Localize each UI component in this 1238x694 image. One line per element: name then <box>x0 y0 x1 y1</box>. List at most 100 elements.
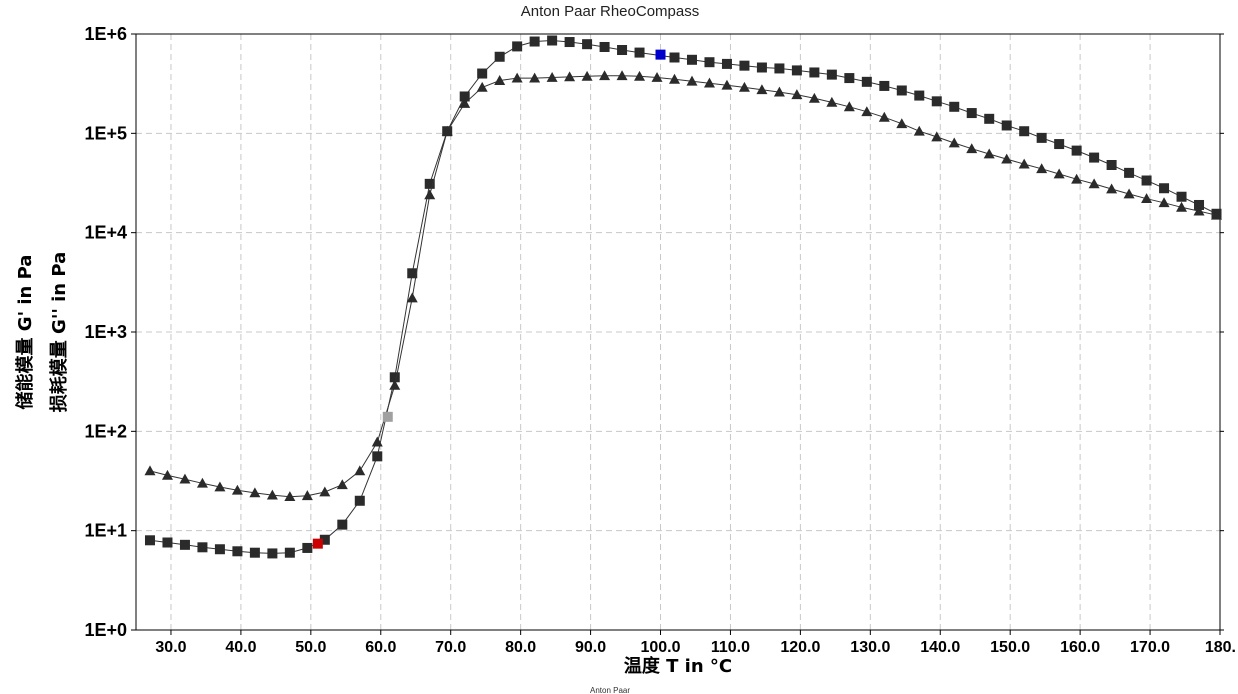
data-point-triangle <box>721 79 733 90</box>
data-point-square <box>1019 126 1030 137</box>
y-tick-label: 1E+4 <box>84 223 127 243</box>
data-point-square <box>1176 191 1187 202</box>
data-point-triangle <box>546 71 558 82</box>
x-tick-label: 180. <box>1205 639 1236 656</box>
y-axis-label-primary: 储能模量 G' in Pa <box>14 255 36 411</box>
data-point-square <box>686 54 697 65</box>
data-point-triangle <box>319 486 331 497</box>
data-point-triangle <box>564 71 576 82</box>
data-point-triangle <box>703 77 715 88</box>
x-tick-label: 60.0 <box>365 639 396 656</box>
y-tick-label: 1E+3 <box>84 322 127 342</box>
series-1 <box>144 70 1223 502</box>
x-tick-label: 140.0 <box>920 639 960 656</box>
data-point-triangle <box>1018 158 1030 169</box>
data-point-triangle <box>336 479 348 490</box>
data-point-square <box>966 108 977 119</box>
data-point-triangle <box>179 473 191 484</box>
data-point-square <box>1106 159 1117 170</box>
data-point-square <box>459 91 470 102</box>
data-point-triangle <box>459 97 471 108</box>
chart-title: Anton Paar RheoCompass <box>521 3 699 20</box>
data-point-triangle <box>756 84 768 95</box>
x-tick-label: 170.0 <box>1130 639 1170 656</box>
data-point-square <box>529 36 540 47</box>
data-point-square <box>1001 120 1012 131</box>
data-point-triangle <box>651 71 663 82</box>
data-point-triangle <box>511 72 523 83</box>
data-point-square <box>337 519 348 530</box>
x-tick-label: 40.0 <box>225 639 256 656</box>
x-axis-ticks: 30.0 40.0 50.0 60.0 70.0 80.0 90.0 100.0 110.0 12… <box>155 630 1236 656</box>
data-point-square <box>564 37 575 48</box>
data-point-square <box>826 69 837 80</box>
data-point-square <box>1071 145 1082 156</box>
y-tick-label: 1E+2 <box>84 421 127 441</box>
data-point-triangle <box>1053 168 1065 179</box>
data-point-triangle <box>214 481 226 492</box>
data-point-triangle <box>1001 153 1013 164</box>
data-point-square <box>302 542 313 553</box>
data-point-square <box>144 535 155 546</box>
data-point-square <box>1089 152 1100 163</box>
data-point-triangle <box>896 118 908 129</box>
data-point-square <box>249 547 260 558</box>
data-point-square <box>267 548 278 559</box>
y-tick-label: 1E+0 <box>84 620 127 640</box>
data-point-square <box>1124 167 1135 178</box>
data-point-square <box>861 76 872 87</box>
data-point-square <box>617 45 628 56</box>
data-point-triangle <box>1123 188 1135 199</box>
y-tick-label: 1E+6 <box>84 24 127 44</box>
data-point-triangle <box>1141 193 1153 204</box>
data-point-triangle <box>1036 163 1048 174</box>
data-point-triangle <box>669 73 681 84</box>
series-2 <box>312 538 323 549</box>
series-line <box>149 75 1217 498</box>
data-point-triangle <box>581 70 593 81</box>
x-tick-label: 30.0 <box>155 639 186 656</box>
data-point-square <box>512 41 523 52</box>
data-point-triangle <box>1158 197 1170 208</box>
data-point-triangle <box>808 92 820 103</box>
data-point-square <box>477 68 488 79</box>
data-point-square <box>162 537 173 548</box>
data-point-square <box>424 178 435 189</box>
data-point-square <box>669 52 680 63</box>
data-point-square <box>179 539 190 550</box>
x-tick-label: 70.0 <box>435 639 466 656</box>
data-point-square <box>949 101 960 112</box>
data-point-square <box>354 495 365 506</box>
data-point-square <box>214 544 225 555</box>
data-point-square <box>312 538 323 549</box>
x-tick-label: 90.0 <box>575 639 606 656</box>
data-point-triangle <box>983 148 995 159</box>
x-tick-label: 100.0 <box>640 639 680 656</box>
series-4 <box>655 49 666 60</box>
data-point-triangle <box>791 89 803 100</box>
data-point-triangle <box>1176 201 1188 212</box>
data-point-triangle <box>284 491 296 502</box>
data-point-triangle <box>931 131 943 142</box>
data-point-triangle <box>738 81 750 92</box>
data-point-square <box>547 35 558 46</box>
series-line <box>149 39 1217 554</box>
y-tick-label: 1E+5 <box>84 123 127 143</box>
data-point-triangle <box>773 86 785 97</box>
data-point-triangle <box>494 75 506 85</box>
data-point-square <box>582 39 593 50</box>
data-point-square <box>896 85 907 96</box>
data-point-square <box>756 62 767 73</box>
data-point-triangle <box>424 189 436 200</box>
data-point-triangle <box>634 70 646 81</box>
data-point-square <box>319 534 330 545</box>
data-point-triangle <box>144 465 156 476</box>
data-point-square <box>774 63 785 74</box>
data-point-square <box>739 60 750 71</box>
data-point-square <box>232 546 243 557</box>
y-axis-label-secondary: 损耗模量 G'' in Pa <box>48 252 70 412</box>
data-point-triangle <box>843 101 855 112</box>
x-tick-label: 150.0 <box>990 639 1030 656</box>
data-point-square <box>1036 132 1047 143</box>
data-point-triangle <box>301 490 313 501</box>
